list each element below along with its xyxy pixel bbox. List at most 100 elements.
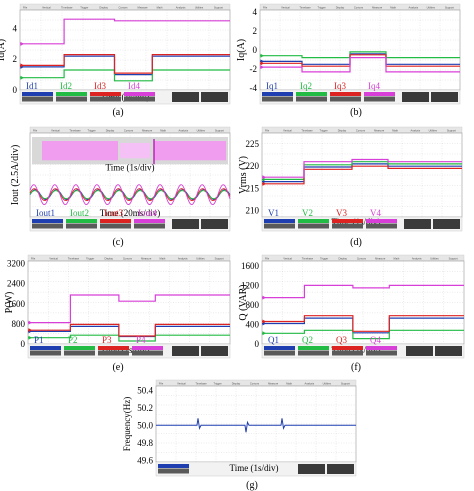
scope-menu-item: Math [157,6,163,10]
scope-menu-item: Cursors [123,257,133,261]
legend-readout [366,350,397,356]
legend-label: Iout2 [70,208,89,218]
channel-marker [262,319,266,324]
scope-menu-item: File [265,257,270,261]
legend-label: Q4 [370,335,381,345]
y-tick-label: 49.6 [137,455,153,465]
scope-menu-item: Trigger [320,257,328,261]
channel-marker [260,61,264,66]
scope-menu-item: Timebase [195,382,207,386]
scope-menu-item: Cursors [124,129,134,133]
x-axis-label: Time (1s/div) [230,463,279,473]
y-tick-label: 2 [13,54,18,64]
y-tick-label: 1200 [241,280,260,290]
scope-menu-item: Utilities [323,382,332,386]
legend-swatch [298,346,329,350]
legend-readout [158,468,189,474]
envelope-iout4 [42,141,118,161]
panel-caption: (b) [350,107,362,118]
scope-menu-item: Trigger [214,382,222,386]
scope-menu-item: Support [215,129,224,133]
scope-menu-item: Support [214,6,223,10]
series-line-Iq4 [260,57,460,73]
y-tick-label: 50.0 [137,420,153,430]
scope-menu-item: Math [392,129,398,133]
legend-swatch [98,346,129,350]
legend-readout [298,350,329,356]
envelope-iout4 [120,143,150,159]
legend-readout [134,223,165,229]
y-axis-label: Id(A) [0,39,7,61]
y-tick-label: 220 [246,161,260,171]
legend-label: Iq1 [266,81,278,91]
scope-menu-item: Timebase [302,257,314,261]
scope-menu-item: Vertical [283,257,292,261]
legend-label: Id1 [26,81,38,91]
scope-menu-item: Vertical [42,6,51,10]
legend-swatch [132,346,163,350]
legend-readout [22,96,53,102]
legend-swatch [56,92,87,96]
channel-marker [262,331,266,336]
scope-menu-item: Cursors [118,6,128,10]
scope-menu-item: Math [160,257,166,261]
legend-readout [56,96,87,102]
legend-swatch [332,219,363,223]
y-axis-label: P(W) [4,292,15,314]
legend-readout [264,350,295,356]
panel-caption: (g) [246,480,258,491]
y-tick-label: 800 [12,319,26,329]
scope-menu-item: Support [215,257,224,261]
legend-swatch [332,346,363,350]
legend-swatch [32,219,63,223]
y-tick-label: 1600 [7,299,26,309]
channel-marker [260,65,264,70]
scope-menu-item: Display [99,6,108,10]
legend-label: Id3 [94,81,106,91]
legend-readout [364,96,395,102]
scope-menu-item: Timebase [69,129,81,133]
legend-label: Iq3 [334,81,346,91]
legend-label: Q1 [268,335,279,345]
legend-label: V3 [336,208,347,218]
scope-menu-item: Support [447,129,456,133]
panel-caption: (a) [112,107,123,118]
legend-readout [296,96,327,102]
y-tick-label: 49.8 [137,438,153,448]
panel-c: File Vertical Timebase Trigger Display Cursor… [10,126,231,248]
timebase-box [402,92,429,102]
legend-swatch [22,92,53,96]
scope-menu-item: Vertical [281,6,290,10]
legend-readout [332,223,363,229]
scope-menu-item: Math [390,6,396,10]
legend-swatch [364,92,395,96]
series-line-Iout4 [29,184,231,206]
panel-g: File Vertical Timebase Trigger Display Cursor… [122,379,357,491]
x-axis-label-bottom: Time (20ms/div) [100,208,160,218]
scope-menu-item: Vertical [177,382,186,386]
legend-swatch [296,92,327,96]
legend-label: Iout1 [36,208,55,218]
scope-menu-item: Timebase [301,129,313,133]
channel-marker [262,181,266,186]
y-tick-label: 2 [253,26,258,36]
y-axis-label: Iout (2.5A/div) [10,145,21,206]
scope-menu-item: File [263,6,268,10]
scope-menu-item: Vertical [51,129,60,133]
timebase-box [404,219,431,229]
trigger-box [435,346,462,356]
legend-readout [124,96,155,102]
legend-readout [64,350,95,356]
legend-readout [330,96,361,102]
scope-menu-item: Measure [375,257,386,261]
scope-menu-item: Display [232,382,241,386]
scope-menu-item: File [31,257,36,261]
legend-readout [366,223,397,229]
legend-readout [30,350,61,356]
series-line-Id4 [20,18,230,45]
legend-swatch [158,464,189,468]
legend-swatch [64,346,95,350]
scope-menu-item: Utilities [427,6,436,10]
legend-readout [298,223,329,229]
envelope-iout4 [154,141,226,161]
